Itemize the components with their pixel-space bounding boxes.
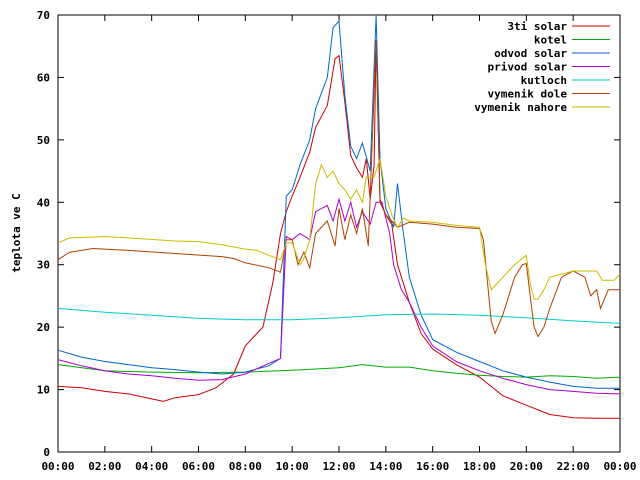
x-tick-label: 18:00 [463,460,496,473]
legend-label: kotel [534,34,567,47]
series-line-vymenik-nahore [57,158,621,300]
series-line-kotel [57,364,621,379]
y-tick-label: 10 [37,384,50,397]
series-lines [57,14,621,419]
y-tick-label: 30 [37,259,50,272]
y-tick-label: 0 [43,446,50,459]
legend-label: privod solar [488,61,568,74]
legend-label: vymenik dole [488,88,568,101]
y-tick-label: 20 [37,321,50,334]
x-tick-label: 12:00 [322,460,355,473]
x-tick-label: 04:00 [135,460,168,473]
x-tick-label: 16:00 [416,460,449,473]
x-tick-label: 22:00 [557,460,590,473]
y-axis-label: teplota ve C [10,193,23,272]
y-tick-label: 60 [37,71,50,84]
y-tick-label: 70 [37,9,50,22]
legend-label: kutloch [521,74,567,87]
x-tick-label: 00:00 [41,460,74,473]
x-tick-label: 10:00 [276,460,309,473]
series-line-kutloch [57,307,621,324]
x-tick-label: 14:00 [369,460,402,473]
x-tick-label: 20:00 [510,460,543,473]
x-axis: 00:00 02:00 04:00 06:00 08:00 10:00 12:00 14:00… [41,15,637,473]
series-line-privod-solar [57,197,621,395]
x-tick-label: 00:00 [603,460,636,473]
x-tick-label: 08:00 [229,460,262,473]
y-tick-label: 50 [37,134,50,147]
x-tick-label: 02:00 [88,460,121,473]
y-axis: 0 10 20 30 40 50 60 70 [37,9,620,459]
y-tick-label: 40 [37,196,50,209]
legend-label: vymenik nahore [474,101,567,114]
series-line-vymenik-dole [57,39,620,338]
series-line-odvod-solar [57,14,620,389]
legend-label: odvod solar [494,47,567,60]
series-line-3ti-solar [57,39,620,419]
legend-label: 3ti solar [507,20,567,33]
x-tick-label: 06:00 [182,460,215,473]
